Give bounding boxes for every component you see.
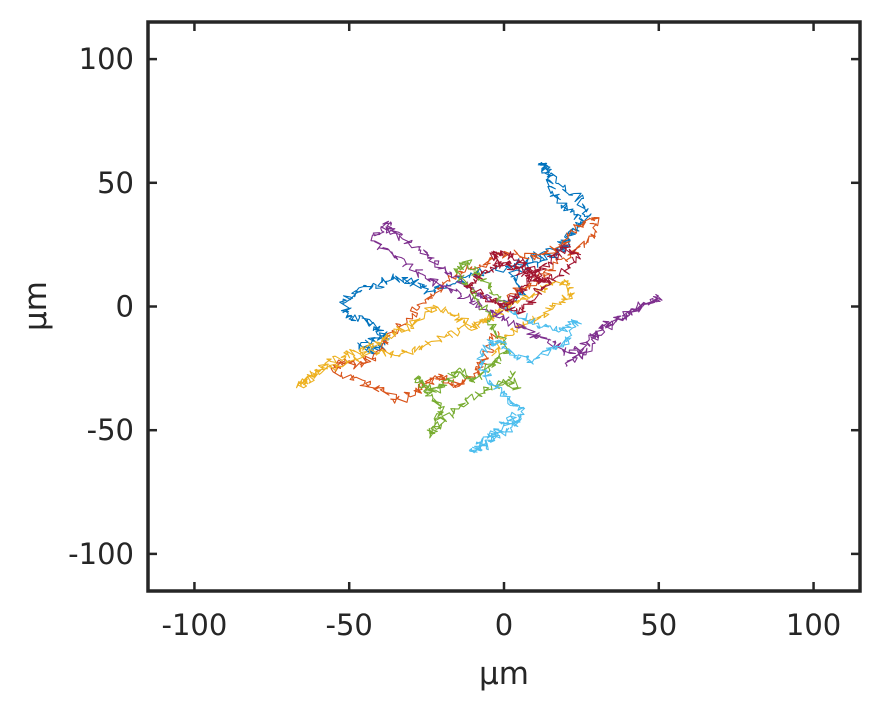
x-tick-label-4: 50 bbox=[640, 608, 677, 642]
series-line-4 bbox=[370, 220, 663, 367]
series-line-2 bbox=[330, 217, 600, 404]
x-axis-title: μm bbox=[479, 656, 529, 692]
y-axis-title: μm bbox=[18, 281, 54, 331]
y-tick-label-4: 50 bbox=[97, 166, 134, 200]
y-tick-label-3: 0 bbox=[116, 290, 134, 324]
x-tick-label-3: 0 bbox=[495, 608, 513, 642]
series-line-7 bbox=[463, 244, 582, 315]
y-tick-label-1: -100 bbox=[68, 537, 134, 571]
series-line-6 bbox=[468, 306, 582, 454]
series-line-5 bbox=[413, 259, 522, 439]
x-tick-label-1: -100 bbox=[162, 608, 228, 642]
y-tick-label-2: -50 bbox=[87, 413, 134, 447]
x-tick-label-5: 100 bbox=[786, 608, 841, 642]
series-layer bbox=[295, 161, 663, 454]
x-tick-label-2: -50 bbox=[326, 608, 373, 642]
y-tick-label-5: 100 bbox=[79, 42, 134, 76]
tick-label-layer: -100 -50 0 50 100 -100 -50 0 50 100 bbox=[68, 42, 841, 642]
tick-layer bbox=[148, 22, 860, 591]
series-line-3 bbox=[295, 279, 575, 389]
